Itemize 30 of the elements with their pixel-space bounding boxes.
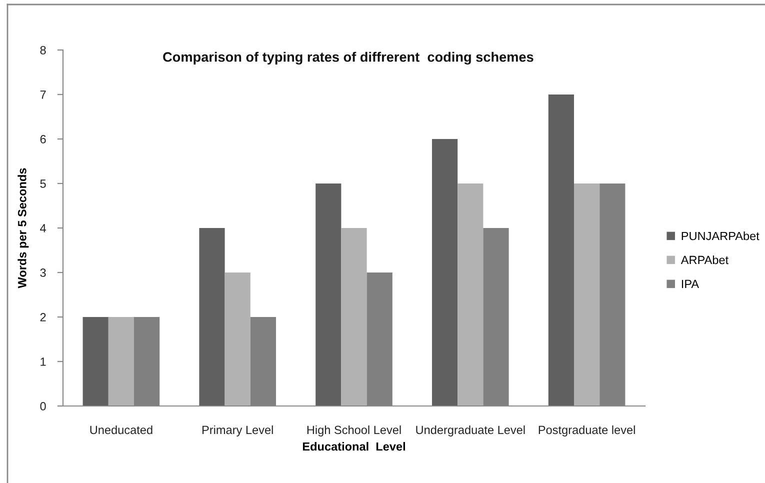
x-tick-label: High School Level — [307, 425, 401, 436]
bar — [199, 228, 225, 406]
x-tick-label: Postgraduate level — [538, 425, 635, 436]
bar — [341, 228, 367, 406]
y-tick-label: 5 — [40, 180, 46, 188]
y-tick-label: 4 — [40, 224, 46, 232]
y-tick-label: 1 — [40, 358, 46, 366]
x-tick-label: Undergraduate Level — [416, 425, 525, 436]
y-tick-label: 6 — [40, 135, 46, 144]
bar — [458, 184, 484, 406]
x-axis-title: Educational Level — [302, 442, 405, 451]
bar — [224, 272, 250, 406]
y-tick-label: 8 — [40, 46, 46, 54]
bar — [82, 317, 108, 406]
bar — [108, 317, 134, 406]
bar — [432, 139, 458, 406]
y-axis-title: Words per 5 Seconds — [18, 168, 29, 288]
legend-label: IPA — [682, 280, 700, 288]
x-tick-label: Primary Level — [202, 425, 273, 436]
chart-title: Comparison of typing rates of diffrerent coding schemes — [163, 52, 534, 65]
y-tick-label: 2 — [40, 313, 46, 322]
y-tick-label: 3 — [40, 268, 46, 277]
y-tick-label: 7 — [40, 90, 46, 99]
legend-label: ARPAbet — [680, 255, 728, 264]
legend-label: PUNJARPAbet — [682, 232, 760, 240]
x-tick-label: Uneducated — [90, 425, 152, 434]
y-tick-label: 0 — [40, 402, 46, 410]
bar — [316, 184, 342, 406]
bar — [574, 184, 600, 406]
bar — [548, 94, 574, 406]
